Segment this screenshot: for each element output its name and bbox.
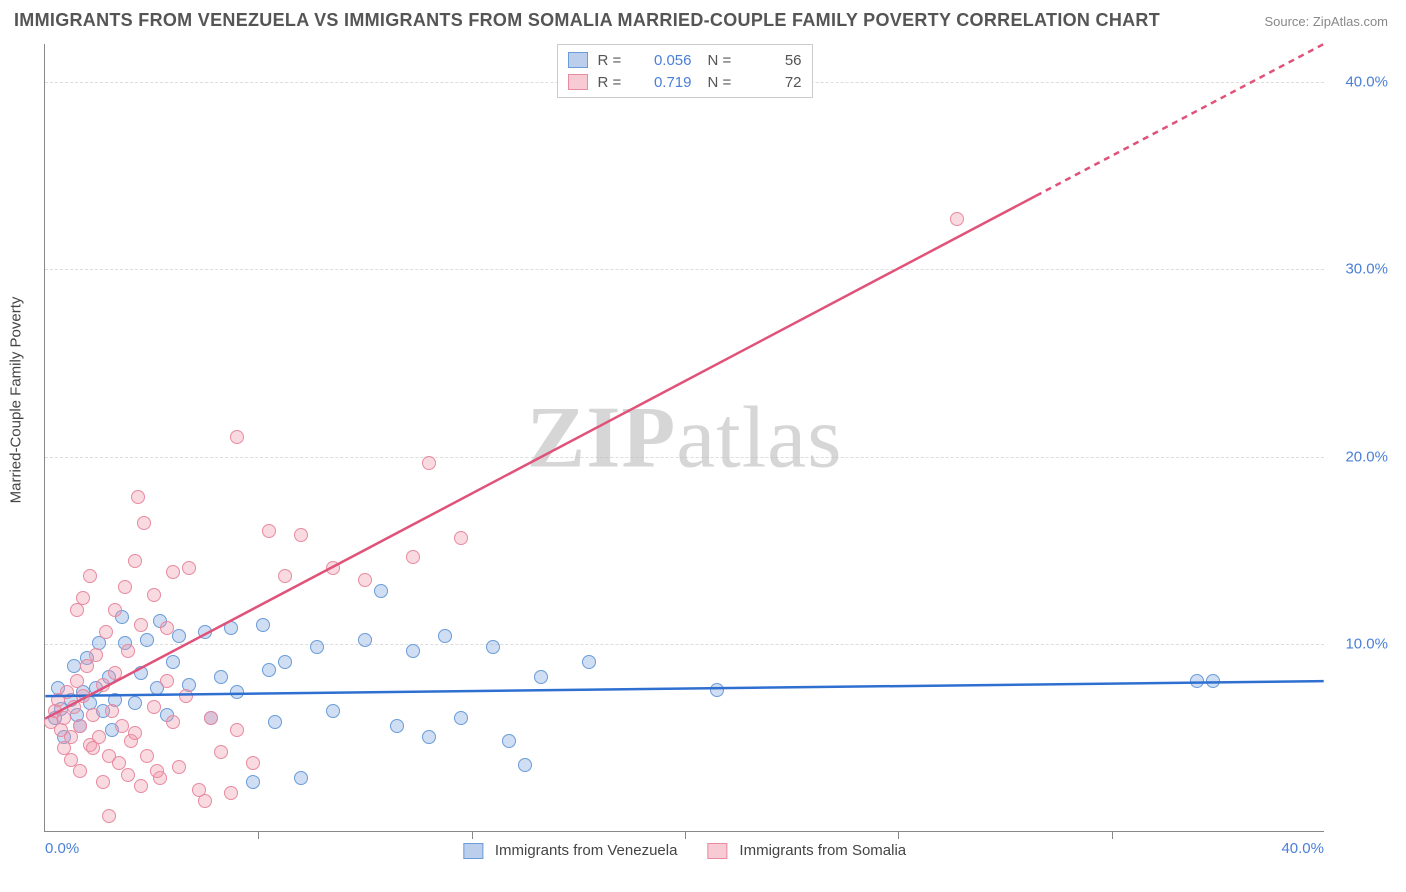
legend-r-value: 0.719 xyxy=(638,74,692,91)
x-tick xyxy=(898,831,899,839)
legend-n-value: 72 xyxy=(748,74,802,91)
legend-series: Immigrants from Venezuela Immigrants from… xyxy=(463,842,906,859)
legend-r-label: R = xyxy=(598,74,632,91)
legend-stat-row: R = 0.719 N = 72 xyxy=(568,71,802,93)
legend-swatch xyxy=(568,52,588,68)
legend-series-item: Immigrants from Somalia xyxy=(707,842,906,859)
trend-lines xyxy=(45,44,1324,831)
legend-series-label: Immigrants from Venezuela xyxy=(495,842,678,859)
x-tick xyxy=(685,831,686,839)
legend-swatch xyxy=(568,74,588,90)
x-axis-min-label: 0.0% xyxy=(45,840,79,857)
y-tick-label: 30.0% xyxy=(1345,261,1388,278)
x-axis-max-label: 40.0% xyxy=(1281,840,1324,857)
legend-series-label: Immigrants from Somalia xyxy=(739,842,906,859)
legend-n-value: 56 xyxy=(748,52,802,69)
legend-n-label: N = xyxy=(708,74,742,91)
y-axis-label: Married-Couple Family Poverty xyxy=(8,297,25,504)
x-tick xyxy=(258,831,259,839)
legend-series-item: Immigrants from Venezuela xyxy=(463,842,678,859)
y-tick-label: 40.0% xyxy=(1345,73,1388,90)
chart-plot-area: ZIPatlas R =0.056N =56R =0.719N =72 0.0%… xyxy=(44,44,1324,832)
legend-swatch xyxy=(707,843,727,859)
legend-r-value: 0.056 xyxy=(638,52,692,69)
legend-n-label: N = xyxy=(708,52,742,69)
page-title: IMMIGRANTS FROM VENEZUELA VS IMMIGRANTS … xyxy=(14,10,1160,31)
x-tick xyxy=(472,831,473,839)
y-tick-label: 10.0% xyxy=(1345,636,1388,653)
legend-stats: R = 0.056 N = 56 R = 0.719 N = 72 xyxy=(557,44,813,98)
legend-stat-row: R = 0.056 N = 56 xyxy=(568,49,802,71)
y-tick-label: 20.0% xyxy=(1345,448,1388,465)
source-attribution: Source: ZipAtlas.com xyxy=(1264,14,1388,29)
legend-r-label: R = xyxy=(598,52,632,69)
x-tick xyxy=(1112,831,1113,839)
legend-swatch xyxy=(463,843,483,859)
